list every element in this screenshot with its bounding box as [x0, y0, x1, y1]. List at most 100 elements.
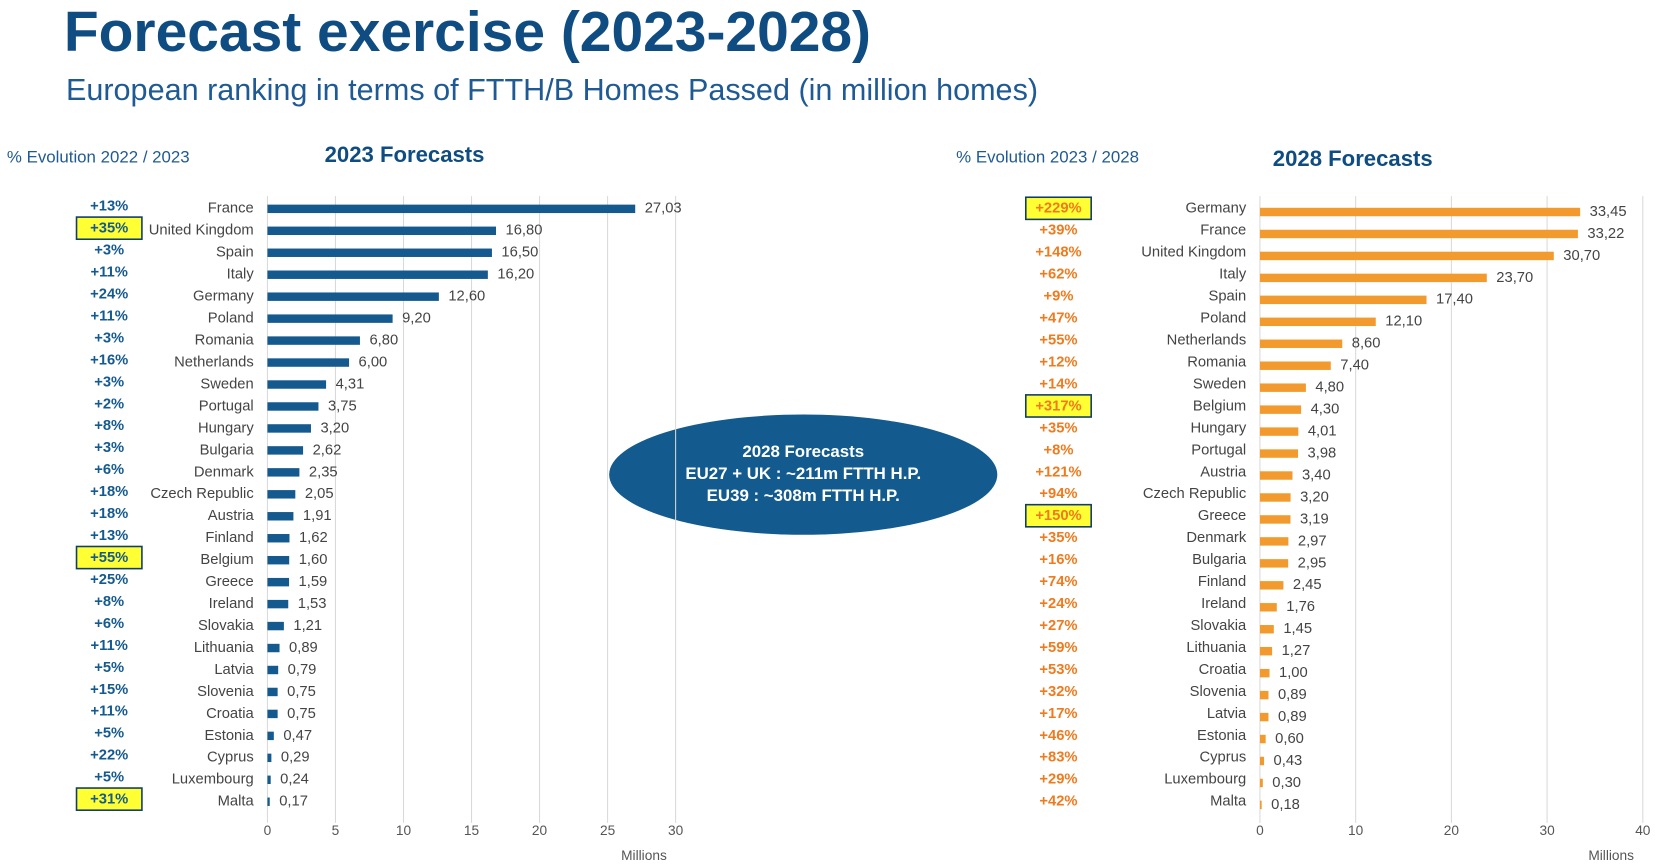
value-label: 0,17 [279, 794, 308, 810]
bar [1259, 251, 1554, 261]
evolution-label: +47% [1039, 311, 1077, 327]
value-label: 1,62 [299, 530, 328, 546]
bar [267, 621, 284, 631]
category-label: Slovenia [1190, 684, 1247, 700]
category-label: Lithuania [194, 640, 255, 656]
highlight-box [75, 545, 143, 570]
value-label: 3,19 [1300, 511, 1329, 527]
evolution-label: +24% [1039, 596, 1077, 612]
evolution-label: +150% [1035, 508, 1081, 524]
bar [267, 468, 300, 477]
evolution-label: +22% [90, 748, 128, 764]
bar [267, 402, 319, 411]
evolution-label: +11% [91, 704, 128, 720]
bar [1259, 690, 1269, 700]
evolution-label: +18% [90, 506, 128, 522]
category-label: Slovakia [198, 618, 255, 634]
value-label: 1,53 [298, 596, 327, 612]
category-label: Ireland [1201, 596, 1246, 612]
x-tick-label: 10 [396, 823, 412, 838]
bar [1259, 383, 1306, 392]
evolution-label: +39% [1039, 223, 1077, 239]
value-label: 1,91 [303, 508, 332, 524]
category-label: Spain [1208, 289, 1246, 305]
evolution-label: +35% [1039, 420, 1077, 436]
bar [1259, 537, 1289, 546]
value-label: 2,62 [313, 442, 342, 458]
category-label: Cyprus [207, 750, 254, 766]
x-tick-label: 20 [1444, 823, 1460, 838]
category-label: Ireland [209, 596, 254, 612]
category-label: United Kingdom [1141, 245, 1246, 261]
evolution-label: +8% [1044, 442, 1074, 458]
slide-subtitle: European ranking in terms of FTTH/B Home… [66, 73, 1038, 107]
value-label: 6,80 [369, 333, 398, 349]
value-label: 0,89 [289, 640, 318, 656]
bar [267, 687, 278, 697]
category-label: Croatia [206, 706, 254, 722]
evolution-label: +121% [1035, 464, 1081, 480]
evolution-label: +3% [94, 374, 124, 390]
evolution-label: +13% [90, 199, 128, 215]
category-label: Netherlands [174, 354, 254, 370]
value-label: 3,75 [328, 398, 357, 414]
value-label: 16,20 [497, 267, 534, 283]
bar [267, 555, 290, 565]
value-label: 9,20 [402, 311, 431, 327]
category-label: France [208, 201, 254, 217]
category-label: Cyprus [1199, 750, 1246, 766]
evolution-label: +15% [90, 682, 128, 698]
category-label: Sweden [1193, 376, 1246, 392]
evolution-label: +8% [94, 418, 124, 434]
highlight-box [1025, 503, 1092, 528]
bar [267, 577, 290, 587]
evolution-title: % Evolution 2023 / 2028 [956, 148, 1139, 167]
bar [1259, 646, 1273, 656]
value-label: 3,40 [1302, 467, 1331, 483]
value-label: 3,20 [1300, 489, 1329, 505]
evolution-label: +16% [1039, 552, 1077, 568]
value-label: 1,45 [1283, 621, 1312, 637]
category-label: Latvia [214, 662, 254, 678]
bar [267, 753, 272, 763]
category-label: Greece [205, 574, 253, 590]
bar [267, 731, 274, 741]
category-label: Finland [205, 530, 253, 546]
category-label: Belgium [1193, 398, 1246, 414]
value-label: 4,01 [1308, 424, 1337, 440]
category-label: Denmark [1186, 530, 1246, 546]
value-label: 2,35 [309, 464, 338, 480]
bar [1259, 317, 1376, 327]
x-axis-label: Millions [1588, 848, 1634, 863]
category-label: Romania [195, 333, 255, 349]
value-label: 0,18 [1271, 797, 1300, 813]
evolution-label: +3% [94, 243, 124, 259]
value-label: 7,40 [1340, 358, 1369, 374]
bar [1259, 778, 1263, 788]
evolution-label: +35% [1039, 530, 1077, 546]
bar [1259, 273, 1487, 283]
value-label: 16,50 [501, 245, 538, 261]
category-label: Luxembourg [172, 772, 254, 788]
bar [1259, 339, 1343, 348]
value-label: 0,75 [287, 706, 316, 722]
bar [1259, 712, 1269, 722]
category-label: Czech Republic [150, 486, 253, 502]
value-label: 4,31 [336, 376, 365, 392]
evolution-label: +6% [94, 616, 124, 632]
evolution-label: +46% [1039, 728, 1077, 744]
bar [1259, 361, 1331, 370]
category-label: Finland [1198, 574, 1246, 590]
evolution-label: +11% [91, 638, 128, 654]
value-label: 1,00 [1279, 665, 1308, 681]
category-label: Slovakia [1190, 618, 1247, 634]
bar [267, 490, 296, 499]
evolution-label: +148% [1035, 245, 1081, 261]
category-label: Italy [227, 267, 255, 283]
evolution-label: +12% [1039, 354, 1077, 370]
bar [267, 424, 311, 433]
value-label: 2,95 [1298, 555, 1327, 571]
category-label: Belgium [200, 552, 253, 568]
annotation-line: 2028 Forecasts [742, 442, 864, 461]
